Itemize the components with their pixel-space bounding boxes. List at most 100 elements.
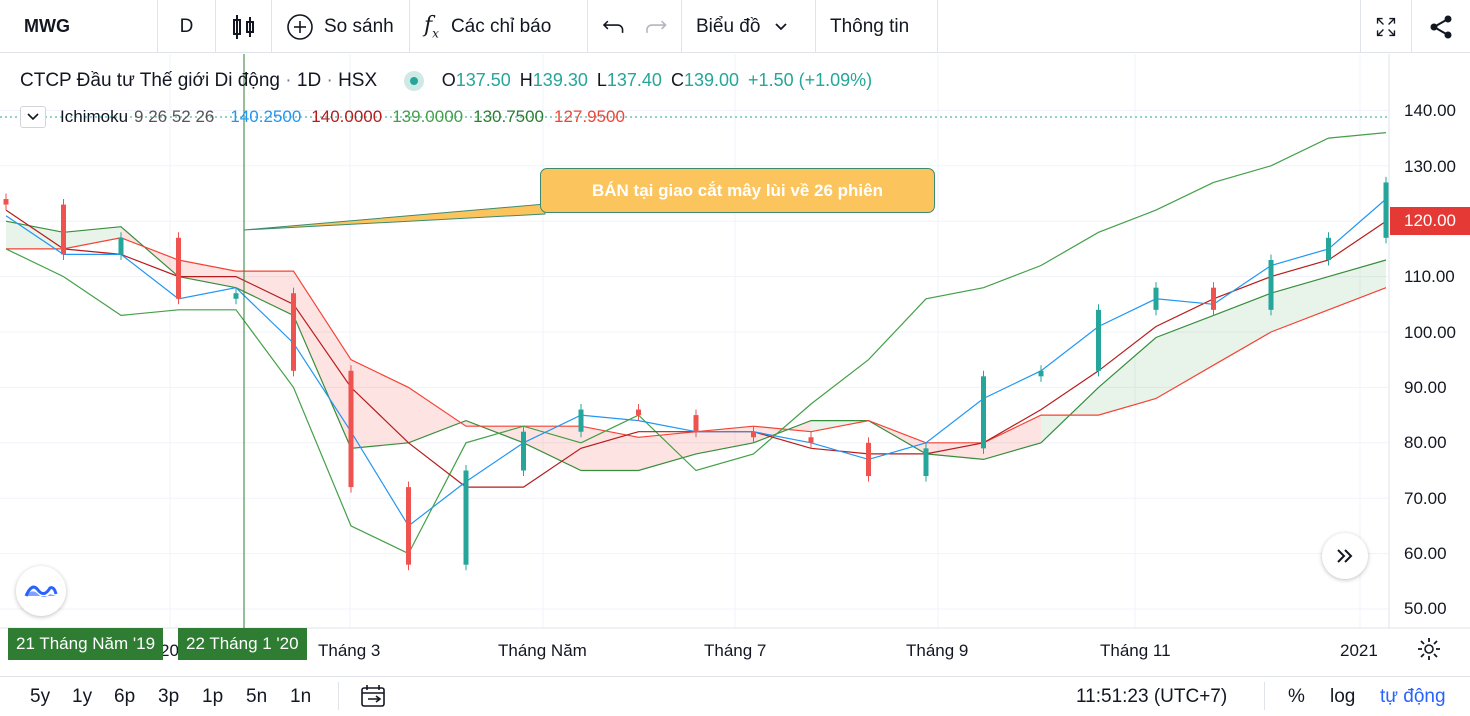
candle-body [1326,237,1331,260]
x-tick: Tháng 3 [318,641,381,660]
percent-scale-button[interactable]: % [1288,686,1305,707]
candle-style-button[interactable] [216,0,272,53]
crosshair-date-label-start: 21 Tháng Năm '19 [8,628,164,660]
fullscreen-button[interactable] [1360,0,1412,53]
candle-body [521,431,526,471]
o-value: 137.50 [455,70,511,90]
plus-circle-icon [287,13,313,40]
share-button[interactable] [1412,0,1470,53]
range-6m-button[interactable]: 6p [114,686,136,707]
market-status-dot [404,70,425,91]
info-button[interactable]: Thông tin [816,0,938,53]
range-5y-button[interactable]: 5y [30,686,51,707]
candle-body [1153,287,1159,310]
y-tick: 110.00 [1404,267,1455,286]
cloud-segment [293,271,351,449]
x-tick: 20 [160,641,179,660]
chart-type-label: Biểu đồ [696,15,761,37]
candle-body [406,487,411,565]
exchange-label: HSX [338,70,378,91]
info-label: Thông tin [830,15,910,37]
cloud-segment [983,415,1041,460]
c-value: 139.00 [683,70,740,90]
candle-body [118,237,124,255]
undo-icon[interactable] [602,17,626,37]
conversion-value: 140.2500 [230,107,302,126]
c-label: C [670,70,684,90]
compare-label: So sánh [324,15,394,37]
l-label: L [596,70,607,90]
annotation-callout[interactable]: BÁN tại giao cắt mây lùi về 26 phiên [540,168,935,213]
h-value: 139.30 [532,70,588,90]
candle-body [348,370,354,488]
candle-body [176,237,181,299]
series-line-lagging [5,132,1387,555]
redo-icon[interactable] [644,17,668,37]
cloud-segment [178,259,236,288]
l-value: 137.40 [606,70,662,90]
divider [1264,682,1265,710]
undo-redo-group [588,0,682,53]
cloud-segment [1098,337,1156,416]
x-tick: Tháng 7 [704,641,767,660]
candle-body [463,470,469,565]
candle-body [636,409,641,416]
scroll-to-realtime-button[interactable] [1322,533,1368,579]
y-tick: 100.00 [1404,323,1456,342]
indicator-params: 9 26 52 26 [134,107,215,126]
candle-body [1383,182,1389,238]
range-3m-button[interactable]: 3p [158,686,180,707]
top-toolbar: MWG D So sánh fx Các chỉ báo Biểu đồ Thô… [0,0,1470,53]
range-1m-button[interactable]: 1p [202,686,224,707]
candle-body [291,293,296,371]
candle-body [1096,309,1101,371]
interval-button[interactable]: D [158,0,216,53]
y-tick: 70.00 [1404,489,1447,508]
auto-scale-button[interactable]: tự động [1380,686,1446,707]
sep-dot: · [326,70,333,91]
fullscreen-icon [1376,17,1396,36]
collapse-legend-button[interactable] [20,106,46,128]
tradingview-logo-button[interactable] [16,566,66,616]
chart-type-button[interactable]: Biểu đồ [682,0,816,53]
chevron-down-icon [775,22,788,30]
crosshair-date-label: 22 Tháng 1 '20 [178,628,307,660]
y-tick: 80.00 [1404,433,1447,452]
x-tick: Tháng Năm [498,641,587,660]
cloud-segment [696,426,754,454]
range-5d-button[interactable]: 5n [246,686,268,707]
compare-button[interactable]: So sánh [272,0,410,53]
indicator-legend: Ichimoku 9 26 52 26 140.2500 140.0000 13… [20,106,625,128]
candle-body [1038,370,1044,377]
candles-icon [232,14,254,39]
bottom-toolbar [0,676,1470,716]
candle-body [808,437,814,443]
timeframe-label: 1D [296,70,322,91]
cloud-segment [1328,259,1386,310]
x-tick: 2021 [1340,641,1378,660]
chart-settings-button[interactable] [1416,636,1442,667]
chevron-down-icon [27,113,39,121]
base-value: 140.0000 [311,107,383,126]
divider [338,682,339,710]
log-scale-button[interactable]: log [1330,686,1356,707]
company-name: CTCP Đầu tư Thế giới Di động [20,70,280,91]
clock-timezone-button[interactable]: 11:51:23 (UTC+7) [1076,686,1228,707]
indicators-button[interactable]: fx Các chỉ báo [410,0,588,53]
indicators-label: Các chỉ báo [450,15,552,37]
lagging-value: 139.0000 [392,107,464,126]
candle-body [923,448,929,477]
price-chart[interactable] [0,0,1470,662]
chart-grid [0,54,1389,628]
range-1d-button[interactable]: 1n [290,686,312,707]
fx-icon: fx [424,12,439,41]
cloud-segment [926,442,984,460]
candle-body [578,409,584,432]
date-range-button[interactable] [360,684,388,713]
annotation-pointer [243,203,546,231]
x-tick: Tháng 11 [1100,641,1171,660]
range-1y-button[interactable]: 1y [72,686,93,707]
symbol-search-button[interactable]: MWG [0,0,158,53]
candle-body [61,204,66,255]
cloud-segment [523,426,581,471]
